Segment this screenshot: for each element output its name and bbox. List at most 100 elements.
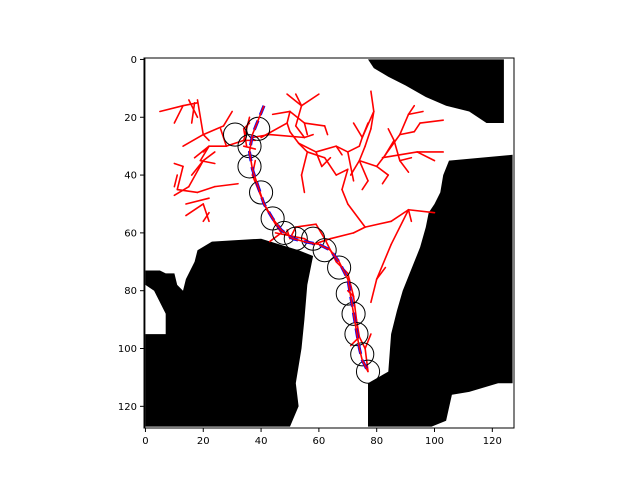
y-tick-label: 20 (124, 113, 137, 124)
tree-edge (346, 145, 361, 153)
obstacle-right (368, 154, 513, 427)
tree-edge (185, 197, 210, 205)
robot-footprint (312, 238, 337, 263)
tree-edge (294, 93, 303, 107)
tree-edge (242, 128, 248, 147)
tree-edge (387, 128, 395, 142)
tree-edge (176, 165, 184, 191)
x-tick-label: 80 (370, 436, 383, 447)
tree-edge (358, 136, 364, 147)
tree-edge (416, 151, 436, 162)
tree-edge (300, 151, 309, 176)
tree-edge (335, 168, 349, 176)
tree-edge (173, 162, 184, 168)
tree-edge (199, 159, 216, 165)
robot-footprint (355, 359, 381, 384)
tree-edge (329, 232, 355, 240)
robot-footprint (327, 255, 352, 280)
tree-edge (286, 93, 303, 107)
robot-footprint (344, 321, 369, 347)
tree-edge (300, 93, 320, 107)
tree-edge (407, 208, 413, 223)
tree-edge (335, 145, 343, 156)
tree-edge (393, 139, 401, 162)
tree-edge (407, 104, 416, 116)
tree-edge (346, 203, 366, 228)
tree-edge (271, 110, 291, 116)
y-tick-label: 40 (124, 171, 137, 182)
tree-edge (303, 133, 314, 139)
tree-edge (306, 151, 326, 159)
tree-edge (358, 159, 369, 182)
tree-edge (346, 151, 355, 182)
tree-edge (370, 90, 375, 113)
tree-edge (375, 266, 387, 280)
x-axis: 0 20 40 60 80 100 120 (142, 428, 502, 447)
tree-edge (341, 168, 349, 191)
tree-edge (202, 211, 210, 223)
robot-footprint (272, 220, 297, 245)
y-tick-label: 60 (124, 228, 137, 239)
x-tick-label: 60 (313, 436, 326, 447)
path-layer (247, 105, 370, 373)
tree-edge (399, 159, 410, 173)
tree-edge (196, 185, 216, 194)
tree-edge (361, 180, 369, 191)
x-tick-label: 120 (483, 436, 502, 447)
tree-edge (381, 151, 418, 159)
tree-edge (188, 159, 205, 188)
tree-edge (286, 122, 291, 133)
obstacle-bottom-left (145, 238, 314, 427)
tree-edge (407, 208, 436, 214)
tree-edge (202, 133, 210, 142)
tree-edge (300, 174, 306, 194)
y-tick-label: 80 (124, 286, 137, 297)
tree-edge (294, 223, 317, 228)
obstacle-layer (144, 58, 513, 428)
tree-edge (289, 110, 306, 124)
tree-edge (173, 174, 179, 188)
robot-footprint (246, 116, 271, 141)
tree-edge (419, 119, 444, 124)
x-tick-label: 40 (255, 436, 268, 447)
tree-edge (315, 151, 323, 168)
tree-edge (375, 165, 390, 176)
tree-edge (159, 104, 184, 113)
tree-edge (173, 185, 190, 197)
tree-edge (225, 139, 245, 147)
tree-edge (358, 145, 366, 162)
tree-edge (190, 159, 205, 176)
tree-edge (268, 232, 283, 243)
tree-edge (294, 125, 306, 139)
tree-edge (260, 122, 288, 139)
tree-edge (320, 156, 332, 168)
tree-edge (202, 203, 210, 223)
tree-edge (303, 122, 309, 136)
tree-edge (390, 208, 410, 223)
y-axis: 0 20 40 60 80 100 120 (118, 55, 144, 413)
y-tick-label: 0 (131, 55, 137, 66)
tree-edge (190, 102, 196, 124)
plot-frame (143, 57, 515, 429)
y-tick-label: 120 (118, 402, 137, 413)
tree-edge (407, 110, 424, 116)
tree-edge (315, 223, 326, 240)
robot-footprint (249, 180, 274, 205)
tree-edge (346, 272, 355, 298)
tree-edge (413, 122, 421, 133)
tree-edge (185, 203, 205, 217)
x-tick-label: 0 (142, 436, 148, 447)
tree-edge (323, 125, 329, 136)
tree-edge (335, 145, 349, 153)
tree-edge (202, 145, 210, 153)
tree-edge (352, 122, 364, 139)
tree-edge (173, 104, 184, 124)
tree-edge (358, 159, 378, 168)
tree-edge (399, 130, 416, 136)
tree-edge (390, 208, 410, 246)
tree-edge (384, 133, 401, 156)
tree-edge (294, 104, 303, 127)
x-tick-label: 20 (197, 436, 210, 447)
solution-path (248, 105, 369, 372)
